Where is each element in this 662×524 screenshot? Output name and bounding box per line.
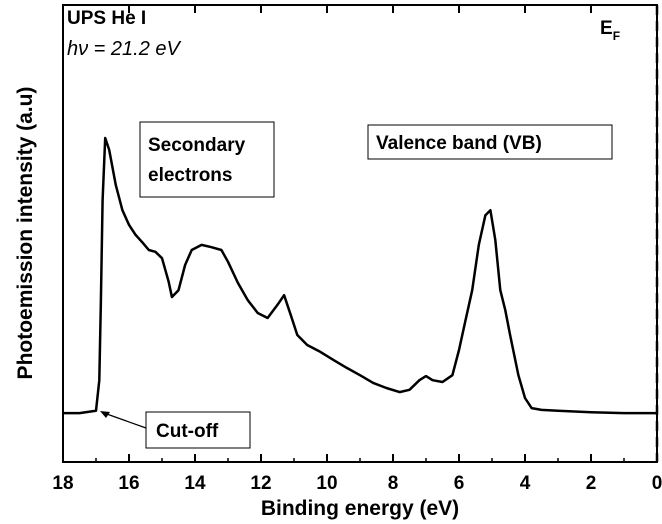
cutoff-label: Cut-off (156, 421, 219, 442)
x-tick-label: 14 (184, 473, 206, 494)
x-tick-label: 6 (454, 473, 465, 494)
secondary-label: Secondary (148, 135, 246, 156)
cutoff-arrowhead (100, 411, 110, 418)
x-tick-label: 2 (586, 473, 597, 494)
x-tick-label: 10 (316, 473, 337, 494)
source-label: UPS He I (67, 8, 146, 29)
x-tick-label: 12 (250, 473, 271, 494)
x-tick-label: 18 (52, 473, 73, 494)
x-tick-label: 8 (388, 473, 399, 494)
cutoff-box (145, 411, 251, 449)
photon-energy-label: hν = 21.2 eV (67, 38, 182, 60)
fermi-label-main: E (600, 18, 613, 39)
x-axis-title: Binding energy (eV) (261, 497, 459, 520)
x-tick-label: 16 (118, 473, 139, 494)
x-tick-label: 0 (652, 473, 662, 494)
valence-box (367, 124, 613, 160)
y-axis-title: Photoemission intensity (a.u) (14, 87, 37, 380)
fermi-label: EF (600, 18, 620, 43)
valence-label: Valence band (VB) (376, 133, 542, 154)
cutoff-arrow (103, 412, 147, 429)
secondary-label: electrons (148, 165, 232, 186)
secondary-box (139, 121, 275, 198)
spectrum-line (63, 136, 657, 415)
fermi-label-sub: F (613, 29, 620, 43)
plot-frame (62, 4, 658, 463)
x-tick-label: 4 (520, 473, 531, 494)
